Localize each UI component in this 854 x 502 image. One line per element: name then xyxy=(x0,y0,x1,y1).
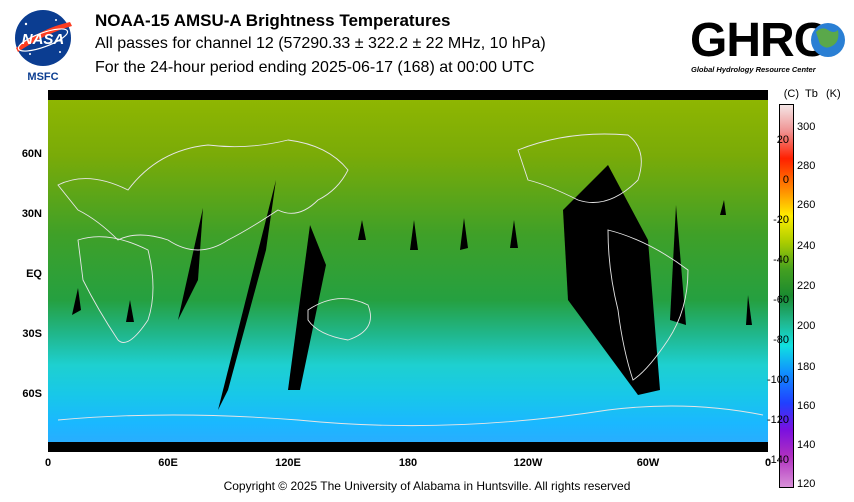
lon-label-120e: 120E xyxy=(275,457,301,469)
cb-k-200: 200 xyxy=(797,320,816,332)
nasa-logo: NASA MSFC xyxy=(12,8,74,83)
msfc-label: MSFC xyxy=(27,71,58,82)
coastlines xyxy=(57,133,764,427)
cb-c-20: 20 xyxy=(776,134,789,146)
period-line: For the 24-hour period ending 2025-06-17… xyxy=(95,59,535,76)
lat-label-60s: 60S xyxy=(22,388,42,400)
colorbar-header-c: (C) xyxy=(783,88,799,100)
cb-c-m20: -20 xyxy=(773,214,789,226)
cb-k-140: 140 xyxy=(797,439,816,451)
lon-label-60w: 60W xyxy=(636,457,660,469)
copyright-notice: Copyright © 2025 The University of Alaba… xyxy=(223,479,631,493)
ghrc-caption: Global Hydrology Resource Center xyxy=(691,65,817,74)
colorbar-header-tb: Tb xyxy=(805,88,818,100)
lon-label-180: 180 xyxy=(398,457,418,469)
cb-k-120: 120 xyxy=(797,478,816,490)
lat-label-30n: 30N xyxy=(21,208,42,220)
colorbar-header-k: (K) xyxy=(826,88,841,100)
brightness-temperature-map xyxy=(44,90,768,452)
ghrc-logo-text: GHRC xyxy=(690,14,828,67)
cb-k-300: 300 xyxy=(797,121,816,133)
lon-label-0-right: 0 xyxy=(764,457,772,469)
cb-k-240: 240 xyxy=(797,240,816,252)
ghrc-logo: GHRC Global Hydrology Resource Center xyxy=(688,12,848,78)
cb-c-m60: -60 xyxy=(773,294,789,306)
cb-c-m120: -120 xyxy=(766,414,789,426)
cb-k-280: 280 xyxy=(797,160,816,172)
colorbar xyxy=(779,104,794,488)
page-title: NOAA-15 AMSU-A Brightness Temperatures xyxy=(95,11,451,30)
lat-label-eq: EQ xyxy=(26,268,42,280)
map-background xyxy=(48,90,768,452)
lon-label-120w: 120W xyxy=(513,457,543,469)
lon-label-0-left: 0 xyxy=(44,457,52,469)
cb-c-0: 0 xyxy=(782,174,789,186)
cb-c-m140: -140 xyxy=(766,454,789,466)
lat-label-60n: 60N xyxy=(21,148,42,160)
channel-line: All passes for channel 12 (57290.33 ± 32… xyxy=(95,35,546,52)
lon-label-60e: 60E xyxy=(158,457,178,469)
header: NOAA-15 AMSU-A Brightness Temperatures A… xyxy=(95,10,546,80)
cb-k-260: 260 xyxy=(797,199,816,211)
bottom-band xyxy=(48,442,768,452)
cb-k-160: 160 xyxy=(797,400,816,412)
top-band xyxy=(48,90,768,100)
cb-k-180: 180 xyxy=(797,361,816,373)
nasa-logo-text: NASA xyxy=(22,31,65,48)
cb-k-220: 220 xyxy=(797,280,816,292)
lat-label-30s: 30S xyxy=(22,328,42,340)
cb-c-m40: -40 xyxy=(773,254,789,266)
cb-c-m80: -80 xyxy=(773,334,789,346)
cb-c-m100: -100 xyxy=(766,374,789,386)
